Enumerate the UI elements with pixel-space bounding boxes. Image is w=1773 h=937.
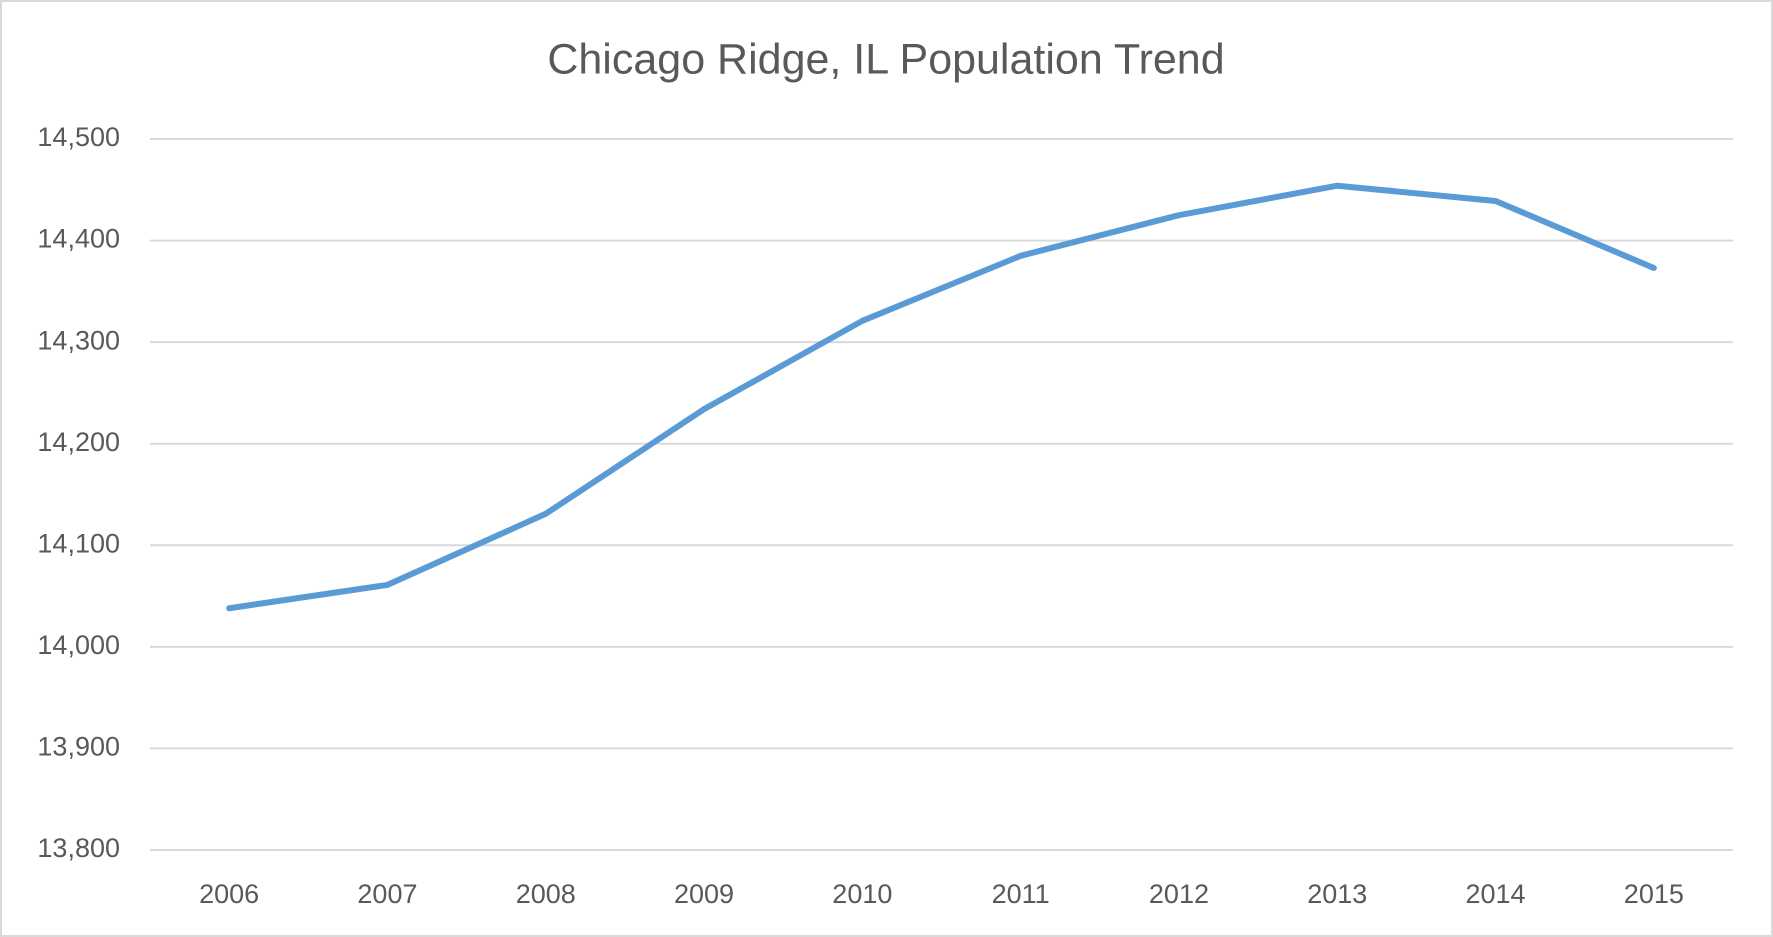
x-tick-label: 2007 (357, 879, 417, 909)
y-tick-label: 13,800 (37, 833, 120, 863)
x-tick-label: 2009 (674, 879, 734, 909)
x-tick-label: 2011 (992, 879, 1050, 909)
y-tick-label: 14,400 (37, 224, 120, 254)
x-tick-label: 2015 (1624, 879, 1684, 909)
data-line (226, 182, 1657, 612)
y-tick-label: 14,200 (37, 427, 120, 457)
x-tick-label: 2012 (1149, 879, 1209, 909)
y-tick-label: 14,100 (37, 528, 120, 558)
x-tick-label: 2013 (1307, 879, 1367, 909)
x-tick-label: 2010 (832, 879, 892, 909)
x-tick-label: 2006 (199, 879, 259, 909)
y-tick-label: 14,000 (37, 630, 120, 660)
y-tick-label: 14,500 (37, 122, 120, 152)
x-tick-label: 2014 (1466, 879, 1526, 909)
chart-title: Chicago Ridge, IL Population Trend (547, 35, 1224, 83)
y-tick-label: 13,900 (37, 732, 120, 762)
y-tick-label: 14,300 (37, 325, 120, 355)
x-tick-label: 2008 (516, 879, 576, 909)
